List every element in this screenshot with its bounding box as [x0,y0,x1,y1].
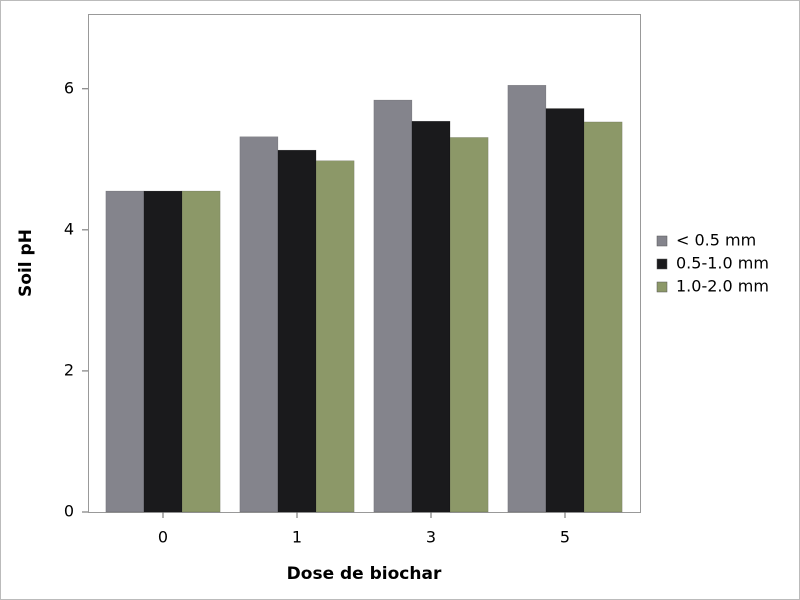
y-axis-label: Soil pH [16,229,36,297]
bar [507,84,547,513]
x-tick-label: 5 [560,528,570,547]
bar [545,108,585,513]
bar [449,137,489,513]
plot-area [88,14,641,513]
y-tick-label: 2 [64,360,74,379]
bar [181,190,221,513]
y-tick-label: 0 [64,502,74,521]
bar [411,120,451,513]
y-tick-label: 4 [64,219,74,238]
bar [373,99,413,513]
bar [277,149,317,513]
bar [583,121,623,513]
legend-swatch [656,281,668,293]
bar [143,190,183,513]
bar [105,190,145,513]
legend-label: 0.5-1.0 mm [676,254,769,273]
x-tick-label: 3 [426,528,436,547]
y-tick-label: 6 [64,78,74,97]
legend-swatch [656,235,668,247]
bar [239,136,279,513]
x-tick-label: 0 [158,528,168,547]
legend-label: < 0.5 mm [676,231,756,250]
legend-swatch [656,258,668,270]
bar [315,160,355,513]
x-tick-label: 1 [292,528,302,547]
x-axis-label: Dose de biochar [287,564,442,584]
legend-label: 1.0-2.0 mm [676,277,769,296]
